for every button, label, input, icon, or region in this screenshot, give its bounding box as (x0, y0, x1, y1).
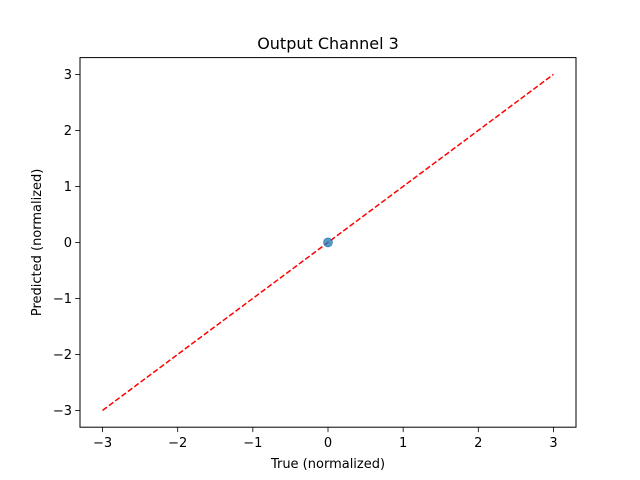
x-tick-label: −2 (168, 436, 187, 451)
y-axis-label: Predicted (normalized) (30, 169, 45, 317)
y-tick-label: 1 (64, 180, 72, 195)
x-axis-label: True (normalized) (270, 457, 385, 472)
y-tick-label: −1 (53, 292, 72, 307)
y-tick-label: −3 (53, 404, 72, 419)
x-tick-label: −1 (243, 436, 262, 451)
x-tick-label: 2 (474, 436, 482, 451)
y-tick-label: 3 (64, 68, 72, 83)
y-tick-label: 0 (64, 236, 72, 251)
y-axis: −3 −2 −1 0 1 2 3 (53, 68, 80, 419)
chart-title: Output Channel 3 (257, 34, 399, 53)
plot-area (102, 73, 554, 412)
x-tick-label: −3 (93, 436, 112, 451)
data-point (323, 237, 333, 248)
y-tick-label: −2 (53, 348, 72, 363)
y-tick-label: 2 (64, 124, 72, 139)
x-tick-label: 1 (399, 436, 407, 451)
x-tick-label: 0 (324, 436, 332, 451)
x-axis: −3 −2 −1 0 1 2 3 (93, 427, 558, 451)
x-tick-label: 3 (549, 436, 557, 451)
